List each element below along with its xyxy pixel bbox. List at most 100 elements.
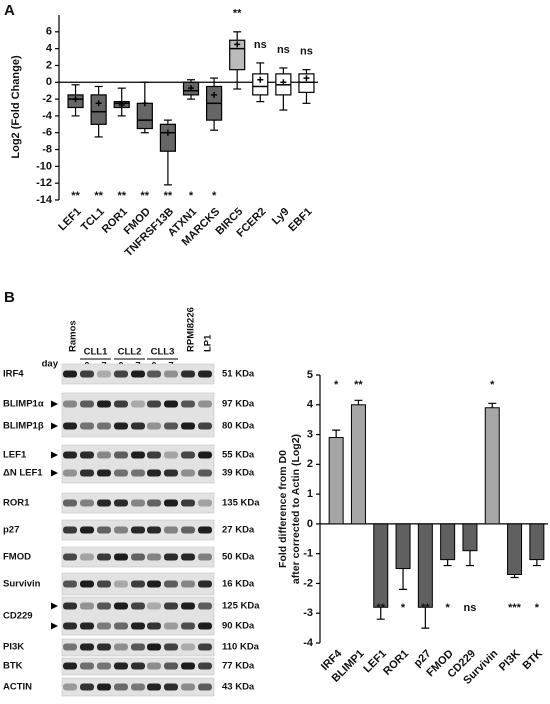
blot-strip	[61, 492, 215, 514]
row-label: LEF1	[3, 450, 27, 461]
size-marker: 90 KDa	[222, 621, 255, 632]
blot-band	[181, 469, 195, 477]
significance-label: *	[401, 602, 406, 614]
y-tick-label: 1	[307, 488, 313, 500]
blot-band	[198, 451, 212, 459]
bar	[529, 523, 545, 561]
blot-band	[198, 469, 212, 477]
band-arrow	[51, 469, 58, 477]
blot-band	[131, 602, 145, 610]
blot-band	[181, 422, 195, 430]
blot-band	[114, 451, 128, 459]
row-label: p27	[3, 525, 19, 536]
bar	[350, 404, 366, 525]
blot-band	[198, 662, 212, 670]
blot-band	[164, 400, 178, 408]
blot-band	[63, 643, 77, 651]
significance-label: ns	[254, 39, 267, 51]
blot-band	[164, 469, 178, 477]
band-arrow	[51, 602, 58, 610]
blot-band	[164, 526, 178, 534]
blot-band	[114, 526, 128, 534]
day-label: day	[42, 359, 59, 370]
size-marker: 39 KDa	[222, 468, 255, 479]
blot-band	[181, 370, 195, 378]
blot-band	[80, 580, 94, 588]
blot-band	[198, 499, 212, 507]
blot-band	[114, 370, 128, 378]
blot-band	[147, 422, 161, 430]
significance-label: **	[164, 190, 173, 202]
y-axis-title: Log2 (Fold Change)	[10, 55, 22, 159]
significance-label: ***	[508, 602, 522, 614]
band-arrow	[51, 400, 58, 408]
error-bar	[399, 568, 408, 590]
blot-band	[147, 469, 161, 477]
blot-band	[97, 370, 111, 378]
blot-band	[131, 643, 145, 651]
blot-band	[114, 422, 128, 430]
blot-band	[164, 643, 178, 651]
blot-band	[147, 499, 161, 507]
blot-band	[97, 622, 111, 630]
size-marker: 97 KDa	[222, 399, 255, 410]
blot-band	[164, 683, 178, 691]
y-tick-label: -10	[36, 160, 52, 172]
blot-band	[63, 580, 77, 588]
blot-band	[114, 580, 128, 588]
row-label: CD229	[3, 611, 33, 622]
significance-label: ns	[277, 44, 290, 56]
box	[229, 39, 246, 71]
blot-band	[164, 662, 178, 670]
blot-band	[164, 622, 178, 630]
y-axis-title: after corrected to Actin (Log2)	[290, 434, 302, 584]
error-bar	[465, 550, 474, 567]
significance-label: **	[421, 602, 430, 614]
blot-band	[80, 422, 94, 430]
blot-band	[198, 683, 212, 691]
blot-band	[131, 526, 145, 534]
y-axis-title: Fold difference from D0	[277, 450, 289, 568]
size-marker: 110 KDa	[222, 642, 260, 653]
blot-band	[97, 602, 111, 610]
mean-marker	[234, 41, 241, 48]
blot-band	[147, 580, 161, 588]
blot-band	[198, 602, 212, 610]
panel-label: A	[4, 2, 15, 19]
x-tick-label: PI3K	[497, 648, 523, 674]
blot-band	[181, 602, 195, 610]
blot-band	[63, 526, 77, 534]
y-tick-label: 5	[307, 369, 313, 381]
row-label: IRF4	[3, 369, 24, 380]
size-marker: 27 KDa	[222, 525, 255, 536]
size-marker: 135 KDa	[222, 498, 260, 509]
blot-band	[181, 580, 195, 588]
bar	[507, 523, 523, 576]
blot-band	[147, 622, 161, 630]
blot-band	[181, 683, 195, 691]
size-marker: 50 KDa	[222, 552, 255, 563]
blot-band	[131, 370, 145, 378]
blot-band	[114, 602, 128, 610]
row-label: ΔN LEF1	[3, 468, 43, 479]
size-marker: 77 KDa	[222, 661, 255, 672]
blot-band	[198, 553, 212, 561]
blot-band	[198, 400, 212, 408]
row-label: ACTIN	[3, 682, 32, 693]
y-tick-label: 3	[307, 428, 313, 440]
y-tick-label: -4	[42, 110, 53, 122]
y-tick-label: -3	[303, 607, 313, 619]
size-marker: 51 KDa	[222, 369, 255, 380]
box	[298, 73, 315, 93]
blot-band	[114, 499, 128, 507]
blot-band	[63, 370, 77, 378]
blot-band	[147, 553, 161, 561]
blot-band	[131, 469, 145, 477]
band-arrow	[51, 622, 58, 630]
mean-marker	[72, 96, 79, 103]
significance-label: ns	[464, 602, 477, 614]
size-marker: 16 KDa	[222, 579, 255, 590]
lane-label: RPMI8226	[186, 307, 197, 352]
row-label: BLIMP1α	[3, 399, 44, 410]
blot-band	[181, 499, 195, 507]
